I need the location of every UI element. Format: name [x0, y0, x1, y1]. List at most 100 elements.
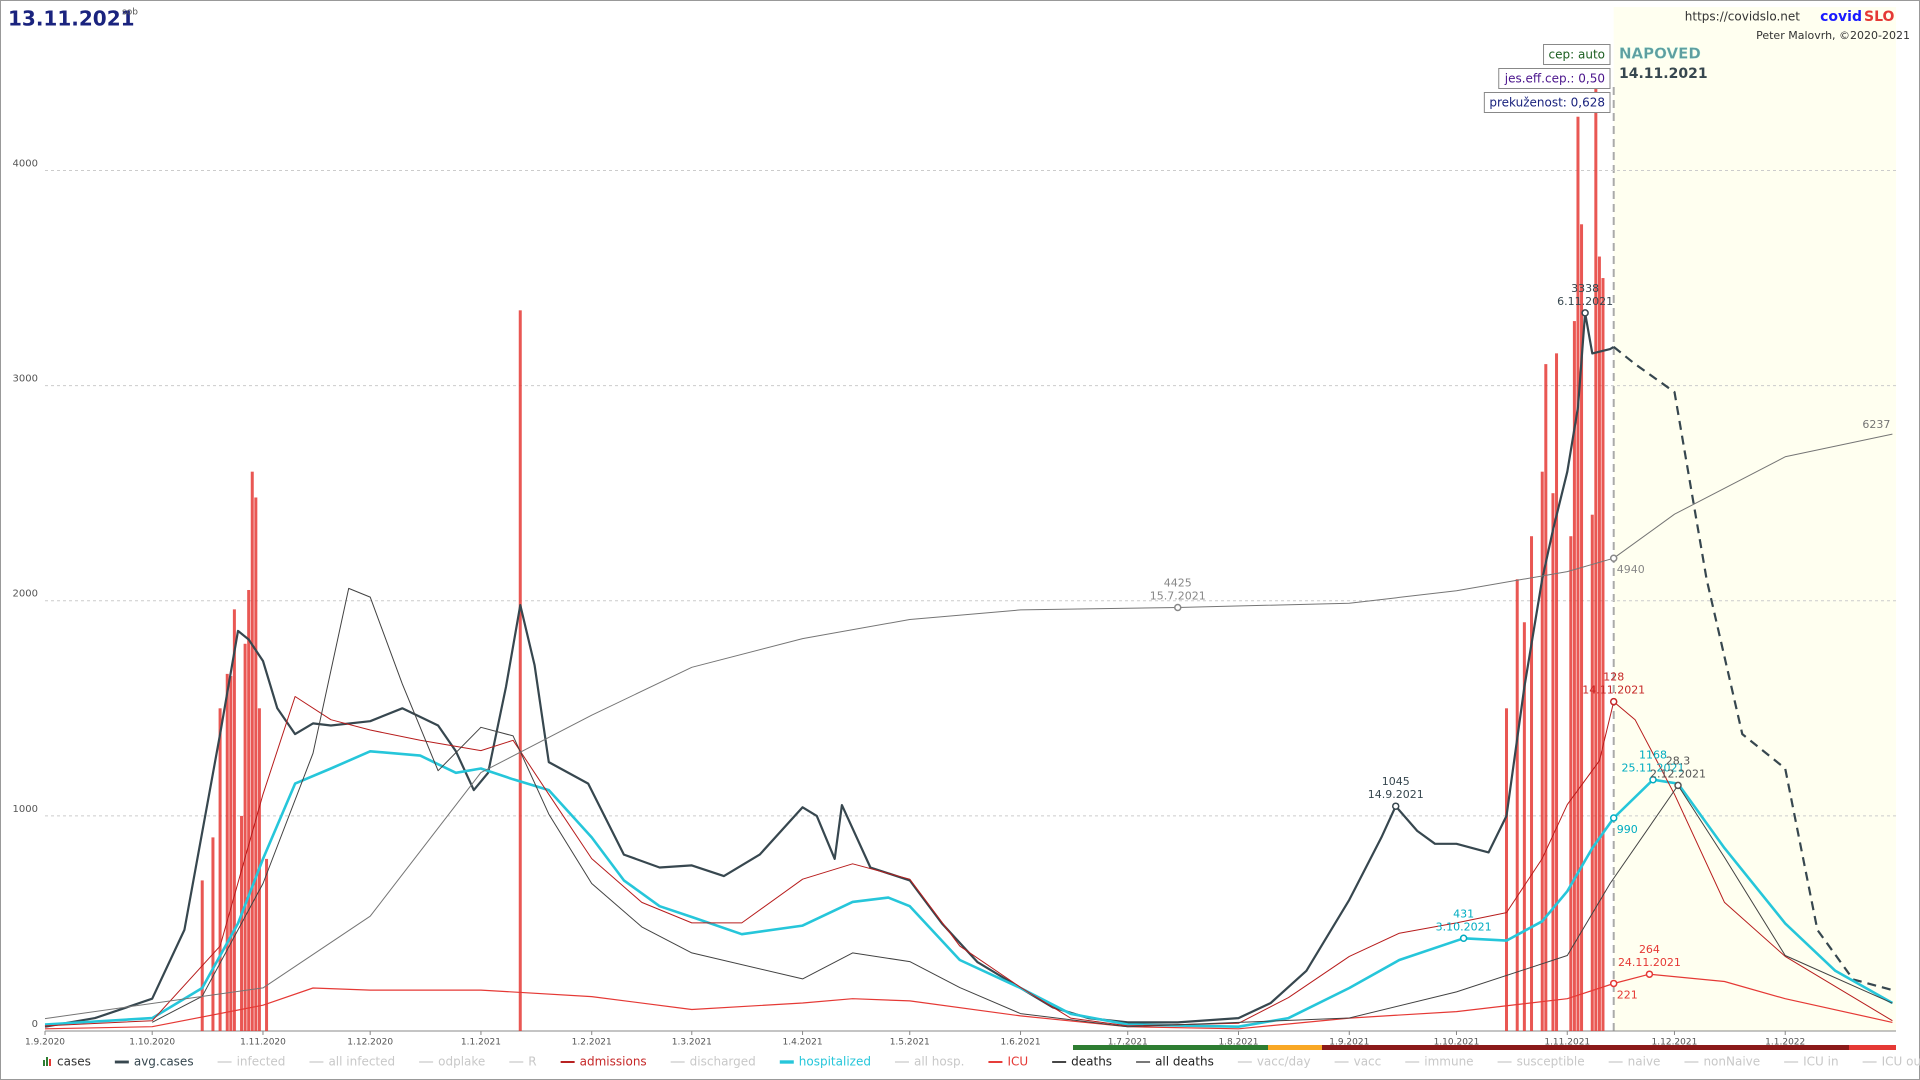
status-strip [1073, 1045, 1896, 1050]
brand-slo: SLO [1864, 9, 1895, 25]
bar [200, 880, 204, 1031]
legend-label: admissions [580, 1055, 647, 1069]
legend-label: susceptible [1517, 1055, 1585, 1069]
x-tick-label: 1.9.2020 [25, 1038, 65, 1048]
legend-item: odplake [419, 1055, 485, 1069]
background-layer [45, 7, 1896, 1032]
x-tick-label: 1.12.2020 [347, 1038, 393, 1048]
legend-item: ICU out [1862, 1055, 1920, 1069]
legend-item: admissions [560, 1055, 647, 1069]
strip-green [1073, 1045, 1268, 1050]
annotation-date: 15.7.2021 [1150, 590, 1206, 603]
legend-label: deaths [1071, 1055, 1112, 1069]
annotation-point [1391, 802, 1400, 810]
legend-item: hospitalized [779, 1055, 871, 1069]
end-label: 6237 [1862, 418, 1890, 431]
bar [243, 643, 247, 1031]
bar [1580, 224, 1584, 1031]
bar [250, 471, 254, 1032]
annotation-value: 221 [1617, 988, 1638, 1001]
x-tick-label: 1.11.2020 [240, 1038, 286, 1048]
bar [1590, 514, 1594, 1031]
legend-item: R [509, 1055, 537, 1069]
series-line [151, 587, 1893, 1028]
series-line [44, 973, 1893, 1030]
x-tick-label: 1.5.2021 [890, 1038, 930, 1048]
info-box-frame [1498, 68, 1611, 89]
legend-label: naive [1628, 1055, 1661, 1069]
legend-item: ICU [988, 1055, 1028, 1069]
legend-item: all hosp. [894, 1055, 964, 1069]
strip-orange [1268, 1045, 1322, 1050]
forecast-label: NAPOVED [1619, 45, 1701, 63]
legend-label: ICU out [1882, 1055, 1920, 1069]
legend-label: infected [237, 1055, 286, 1069]
bar [1601, 278, 1605, 1031]
bar [1594, 84, 1598, 1032]
series-line [44, 311, 1615, 1028]
bar [1555, 353, 1559, 1032]
bar [254, 497, 258, 1031]
bar [1551, 493, 1555, 1031]
bar [1515, 579, 1519, 1031]
legend-label: immune [1424, 1055, 1473, 1069]
y-tick-label: 2000 [13, 589, 38, 600]
legend-label: all infected [328, 1055, 395, 1069]
chart-title: 13.11.2021 [8, 7, 135, 31]
y-tick-label: 4000 [13, 158, 38, 169]
legend-swatch [46, 1057, 48, 1066]
series-line [44, 750, 1894, 1028]
legend-item: avg.cases [114, 1055, 194, 1069]
bar [229, 676, 233, 1031]
x-tick-label: 1.4.2021 [783, 1038, 823, 1048]
annotation-point [1581, 309, 1589, 317]
legend-item: vacc/day [1237, 1055, 1311, 1069]
annotation-date: 2.12.2021 [1650, 767, 1706, 780]
x-tick-label: 1.12.2021 [1652, 1038, 1698, 1048]
legend-label: all hosp. [914, 1055, 964, 1069]
legend-label: nonNaive [1703, 1055, 1760, 1069]
legend-item: cases [43, 1055, 91, 1069]
series-line [1613, 346, 1893, 992]
legend-label: vacc [1354, 1055, 1382, 1069]
forecast-date: 14.11.2021 [1619, 66, 1708, 82]
x-tick-label: 1.10.2020 [129, 1038, 175, 1048]
info-box: jes.eff.cep.: 0,50 [1498, 68, 1611, 89]
x-tick-label: 1.3.2021 [672, 1038, 712, 1048]
bar [1544, 364, 1548, 1031]
annotation-value: 1168 [1639, 749, 1667, 762]
annotation-point [1174, 603, 1182, 612]
info-box-frame [1483, 92, 1611, 113]
legend-label: hospitalized [799, 1055, 871, 1069]
info-box: prekuženost: 0,628 [1483, 92, 1611, 113]
info-box: cep: auto [1543, 44, 1611, 65]
legend-item: discharged [670, 1055, 756, 1069]
bar [1530, 536, 1534, 1031]
bar [218, 708, 222, 1031]
legend-item: immune [1405, 1055, 1474, 1069]
annotation-point [1609, 979, 1618, 988]
annotation-value: 1045 [1382, 775, 1410, 788]
legend-item: susceptible [1497, 1055, 1585, 1069]
series-line [44, 696, 1893, 1027]
annotation-value: 28.3 [1666, 754, 1691, 767]
x-tick-label: 1.7.2021 [1108, 1038, 1148, 1048]
legend-label: ICU [1007, 1055, 1028, 1069]
annotation-point [1609, 814, 1618, 822]
annotation-point [1459, 934, 1468, 943]
bar [1522, 622, 1526, 1031]
annotation-value: 4425 [1164, 577, 1192, 590]
strip-darkred [1322, 1045, 1849, 1050]
info-box-text: prekuženost: 0,628 [1489, 96, 1605, 110]
annotation-date: 14.9.2021 [1368, 788, 1424, 801]
legend-label: avg.cases [134, 1055, 194, 1069]
legend-item: infected [217, 1055, 286, 1069]
bar [225, 673, 229, 1031]
annotation-point [1609, 697, 1618, 706]
bar [211, 837, 215, 1031]
annotation-value: 128 [1603, 671, 1624, 684]
site-url: https://covidslo.net [1685, 10, 1801, 24]
annotation-point [1674, 781, 1682, 790]
